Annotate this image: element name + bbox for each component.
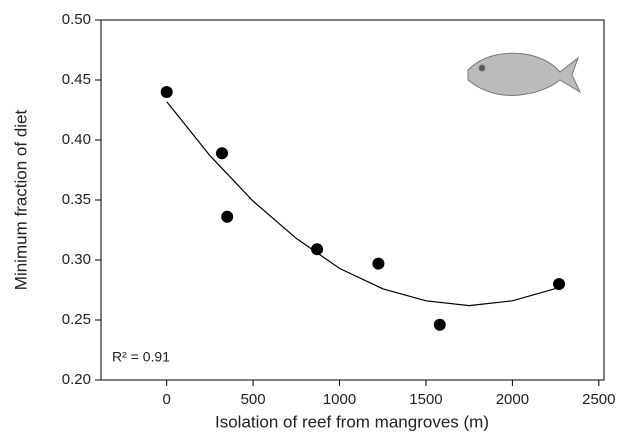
data-point [433,318,446,331]
data-point [553,278,566,290]
y-tick-label: 0.45 [62,71,91,88]
y-tick-label: 0.20 [62,371,91,388]
x-tick-label: 500 [241,391,266,408]
x-tick-label: 0 [163,391,171,408]
x-axis-label: Isolation of reef from mangroves (m) [215,412,489,431]
x-tick-label: 1500 [409,391,442,408]
data-point [221,210,234,223]
data-point [372,257,385,270]
fish-illustration [467,52,582,96]
data-point [215,147,228,160]
y-tick-label: 0.50 [62,11,91,28]
y-tick-label: 0.25 [62,311,91,328]
data-point [160,86,173,98]
x-tick-label: 2500 [582,391,615,408]
fit-curve [166,101,560,307]
y-tick-label: 0.30 [62,251,91,268]
x-tick-label: 2000 [496,391,529,408]
annotation: R² = 0.91 [112,349,170,365]
data-point [311,243,324,256]
x-tick-label: 1000 [323,391,356,408]
y-tick-label: 0.40 [62,131,91,148]
y-axis-label: Minimum fraction of diet [11,109,30,290]
y-tick-label: 0.35 [62,191,91,208]
